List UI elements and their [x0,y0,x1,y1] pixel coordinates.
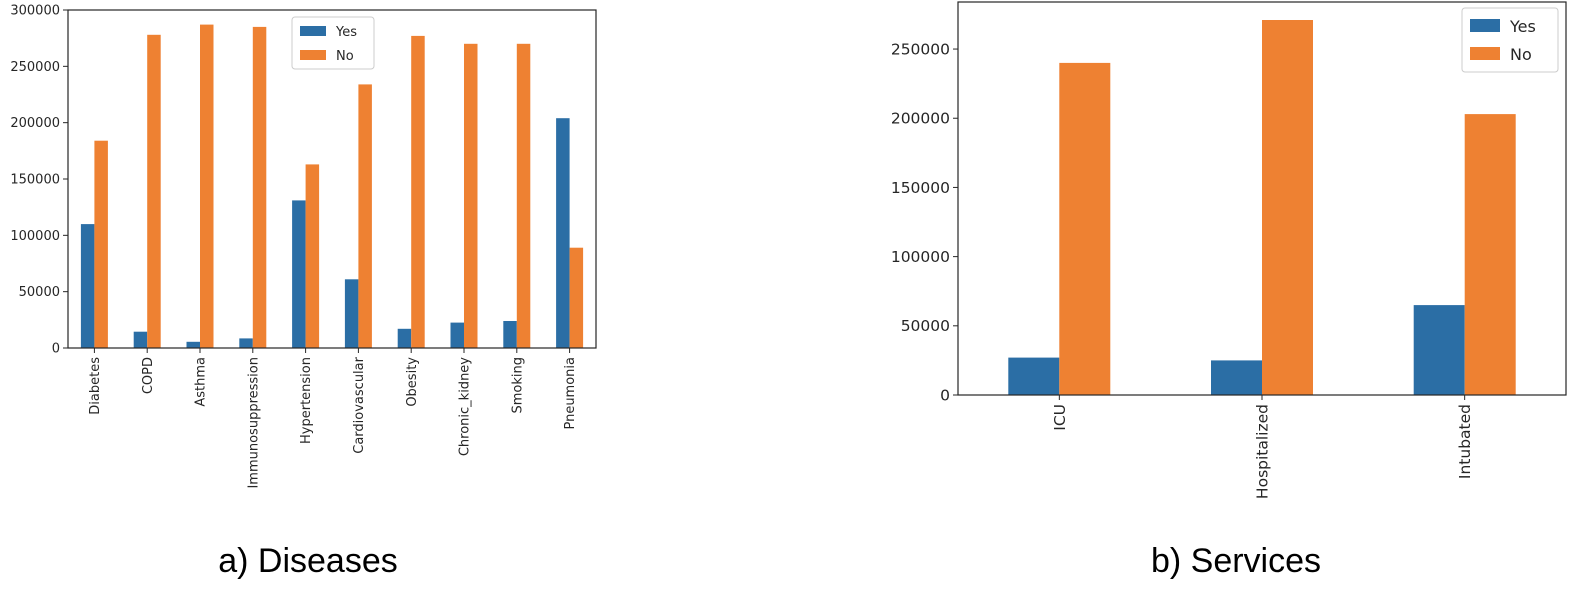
bar-no-asthma [200,24,214,348]
bar-yes-hypertension [292,200,306,348]
legend-swatch-yes [300,26,326,36]
y-tick-label: 0 [52,342,60,357]
bar-yes-hospitalized [1211,360,1262,395]
y-tick-label: 50000 [901,317,950,335]
bar-no-smoking [516,43,531,349]
x-tick-label: Immunosuppression [246,357,261,489]
caption-diseases: a) Diseases [218,542,398,580]
bar-yes-obesity [397,328,412,348]
chart-services: ICU Hospitalized Intubated 0 50000 100000 1500… [891,1,1567,499]
plot-frame [67,9,597,349]
bar-yes-pneumonia [556,118,570,348]
bar-no-cardiovascular [358,84,372,349]
x-tick-label: Asthma [194,357,209,407]
y-tick-label: 200000 [10,116,60,131]
y-tick-label: 50000 [19,285,60,300]
legend-label-no: No [1510,45,1532,64]
x-tick-label: Hypertension [299,357,314,444]
y-tick-label: 250000 [10,60,60,75]
bar-no-copd [147,34,161,349]
caption-services: b) Services [1151,542,1321,580]
y-tick-label: 100000 [10,229,60,244]
y-tick-label: 150000 [10,173,60,188]
x-tick-label: Hospitalized [1253,404,1271,499]
y-tick-label: 250000 [891,40,950,58]
x-tick-label: Smoking [510,357,525,414]
chart-diseases: Diabetes COPD Asthma Immunosuppression Hyper… [10,4,597,489]
legend-swatch-yes [1470,19,1500,32]
bar-yes-cardiovascular [344,279,359,348]
bar-no-pneumonia [569,247,584,348]
bar-no-hospitalized [1262,20,1313,395]
bar-yes-smoking [503,321,517,348]
bar-no-immunosuppression [252,26,267,349]
x-tick-label: Cardiovascular [352,356,367,453]
y-tick-label: 300000 [10,4,60,19]
bar-no-obesity [411,35,425,349]
x-tick-label: Obesity [405,357,420,407]
y-tick-label: 100000 [891,248,950,266]
y-tick-label: 0 [940,386,950,404]
x-tick-label: Diabetes [88,357,103,415]
y-tick-label: 150000 [891,179,950,197]
legend-box [291,16,375,70]
bar-no-chronic_kidney [464,43,478,349]
legend-label-yes: Yes [1509,17,1536,36]
x-tick-label: COPD [141,357,156,394]
bar-no-intubated [1464,114,1516,395]
bar-yes-icu [1008,357,1060,395]
legend-swatch-no [300,50,326,60]
legend: Yes No [291,16,375,70]
bar-yes-diabetes [80,224,95,348]
legend: Yes No [1461,7,1559,73]
legend-swatch-no [1470,47,1500,60]
x-tick-label: Intubated [1456,404,1474,479]
legend-label-yes: Yes [335,25,357,40]
bar-yes-asthma [186,341,200,348]
plot-frame [957,1,1567,396]
bar-no-icu [1059,62,1111,396]
y-tick-label: 200000 [891,110,950,128]
x-tick-label: ICU [1051,404,1069,431]
x-tick-label: Pneumonia [563,357,578,430]
bar-yes-copd [133,331,148,348]
bar-yes-intubated [1413,305,1465,395]
x-tick-label: Chronic_kidney [458,357,473,456]
bar-yes-chronic_kidney [450,322,464,348]
bar-yes-immunosuppression [239,338,253,348]
bar-no-hypertension [305,164,320,348]
bar-no-diabetes [94,140,108,348]
legend-label-no: No [336,49,354,64]
